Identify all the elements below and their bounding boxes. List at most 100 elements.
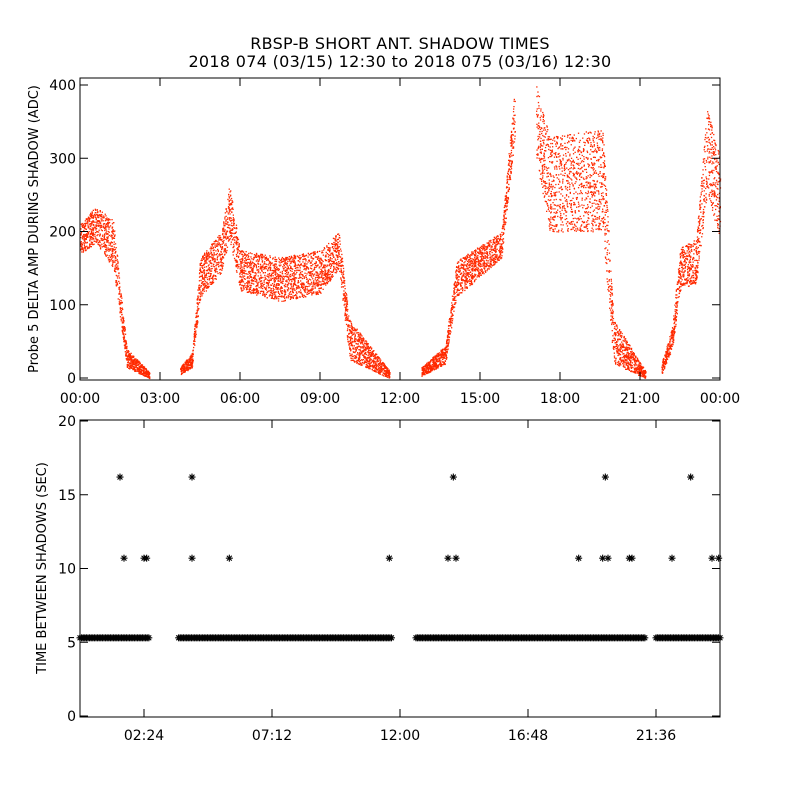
data-point [346,298,347,299]
data-point [121,314,122,315]
data-point [282,266,283,267]
data-point [212,281,213,282]
data-point [97,209,98,210]
data-point [300,277,301,278]
data-point [350,336,351,337]
data-point [251,293,252,294]
data-point [199,277,200,278]
data-point [331,258,332,259]
data-point [117,263,118,264]
data-point [254,266,255,267]
data-point [110,243,111,244]
data-point [346,302,347,303]
data-point [256,266,257,267]
data-point [451,305,452,306]
data-point [474,276,475,277]
data-point [304,265,305,266]
data-point [237,238,238,239]
data-point [389,370,390,371]
data-point [353,356,354,357]
data-point [339,241,340,242]
data-point [288,272,289,273]
data-point [284,267,285,268]
data-point [366,345,367,346]
data-point [99,240,100,241]
data-point [349,353,350,354]
data-point [241,289,242,290]
data-point [204,254,205,255]
data-point [335,243,336,244]
data-point [99,244,100,245]
data-point [133,356,134,357]
data-point [231,211,232,212]
data-point [319,258,320,259]
data-point [422,372,423,373]
data-point [287,284,288,285]
data-point [250,262,251,263]
data-point [118,268,119,269]
data-point [256,257,257,258]
data-point [384,374,385,375]
data-point [378,360,379,361]
data-point [122,309,123,310]
data-point [104,237,105,238]
data-point [267,269,268,270]
data-point [300,272,301,273]
data-point [442,350,443,351]
data-point [343,282,344,283]
data-point [274,267,275,268]
data-point [244,273,245,274]
data-point [284,262,285,263]
data-point [433,360,434,361]
data-point [194,337,195,338]
data-point [263,284,264,285]
data-point [193,354,194,355]
data-point [246,282,247,283]
data-point [238,257,239,258]
data-point [367,363,368,364]
data-point [285,276,286,277]
data-point [119,291,120,292]
data-point [111,255,112,256]
data-point [236,231,237,232]
data-point [105,214,106,215]
data-point [210,274,211,275]
data-point [116,267,117,268]
data-point [424,374,425,375]
data-point [314,284,315,285]
data-point [322,271,323,272]
data-point [289,280,290,281]
data-point [231,204,232,205]
data-point [290,268,291,269]
data-point [90,233,91,234]
data-point [190,367,191,368]
data-point [275,268,276,269]
data-point [248,291,249,292]
data-point [98,217,99,218]
data-point [225,212,226,213]
data-point [213,250,214,251]
data-point [426,372,427,373]
data-point [129,362,130,363]
data-point [350,350,351,351]
data-point [451,327,452,328]
data-point [379,373,380,374]
data-point [192,356,193,357]
data-point [201,262,202,263]
data-point [327,283,328,284]
data-point [230,190,231,191]
data-point [236,256,237,257]
data-point [315,265,316,266]
data-point [340,244,341,245]
data-point [311,253,312,254]
data-point [292,275,293,276]
data-point [196,334,197,335]
data-point [108,242,109,243]
data-point [256,288,257,289]
data-point [112,264,113,265]
data-point [275,270,276,271]
data-point [265,272,266,273]
data-point [280,290,281,291]
data-point [236,270,237,271]
data-point [210,250,211,251]
